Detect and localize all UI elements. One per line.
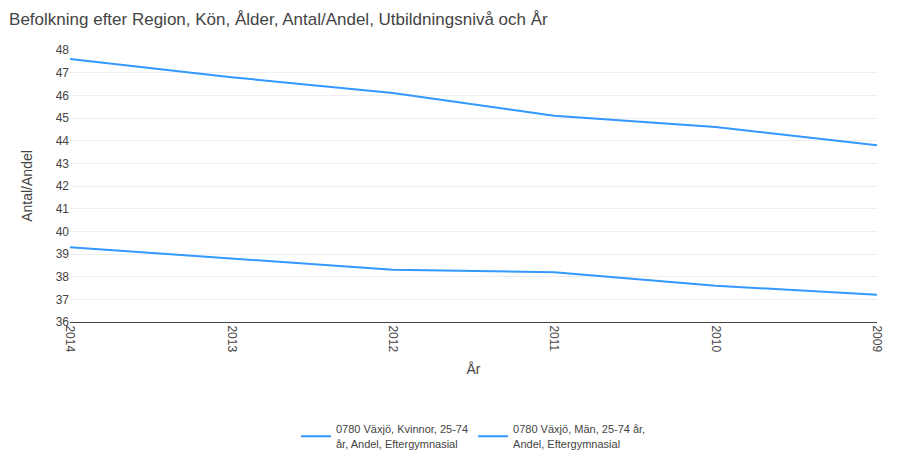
svg-text:2012: 2012 bbox=[386, 325, 400, 352]
svg-text:45: 45 bbox=[56, 111, 70, 125]
svg-text:0780 Växjö, Kvinnor, 25-74år,: 0780 Växjö, Kvinnor, 25-74år, Andel, Eft… bbox=[336, 423, 468, 449]
svg-text:0780 Växjö, Män, 25-74 år,Ande: 0780 Växjö, Män, 25-74 år,Andel, Eftergy… bbox=[513, 423, 645, 449]
svg-text:47: 47 bbox=[56, 66, 70, 80]
svg-text:2011: 2011 bbox=[547, 325, 561, 351]
svg-text:43: 43 bbox=[56, 157, 70, 171]
svg-text:2009: 2009 bbox=[870, 325, 884, 352]
svg-text:Befolkning efter Region, Kön,: Befolkning efter Region, Kön, Ålder, Ant… bbox=[9, 10, 548, 29]
svg-text:2013: 2013 bbox=[225, 325, 239, 352]
svg-text:36: 36 bbox=[56, 315, 70, 329]
svg-text:2014: 2014 bbox=[63, 325, 77, 352]
svg-text:Antal/Andel: Antal/Andel bbox=[19, 150, 35, 222]
svg-text:År: År bbox=[467, 361, 481, 377]
svg-text:40: 40 bbox=[56, 225, 70, 239]
svg-text:37: 37 bbox=[56, 293, 70, 307]
svg-text:2010: 2010 bbox=[709, 325, 723, 352]
svg-text:44: 44 bbox=[56, 134, 70, 148]
svg-text:38: 38 bbox=[56, 270, 70, 284]
svg-text:48: 48 bbox=[56, 43, 70, 57]
svg-text:46: 46 bbox=[56, 89, 70, 103]
svg-text:42: 42 bbox=[56, 179, 70, 193]
svg-text:39: 39 bbox=[56, 247, 70, 261]
svg-text:41: 41 bbox=[56, 202, 70, 216]
